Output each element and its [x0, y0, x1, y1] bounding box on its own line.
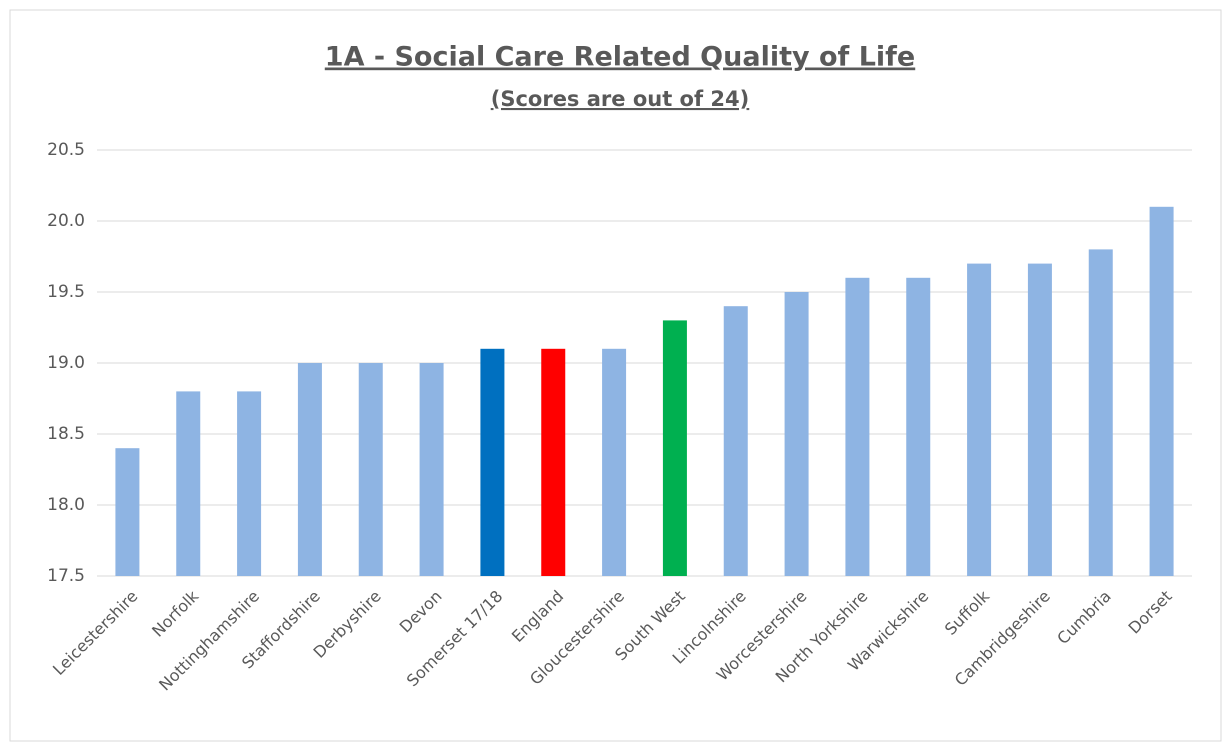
y-tick-label: 19.5: [47, 282, 85, 302]
bar: [784, 292, 809, 576]
bar: [480, 348, 505, 576]
bar: [1149, 206, 1174, 577]
bar: [906, 277, 931, 576]
bar: [662, 320, 687, 576]
chart-title: 1A - Social Care Related Quality of Life: [325, 42, 915, 73]
bar: [358, 363, 383, 576]
bar: [237, 391, 262, 576]
bar: [541, 348, 566, 576]
bar: [176, 391, 201, 576]
chart-subtitle: (Scores are out of 24): [491, 87, 750, 111]
bar: [723, 306, 748, 576]
bar: [297, 363, 322, 576]
y-tick-label: 19.0: [47, 353, 85, 373]
y-tick-label: 18.0: [47, 495, 85, 515]
bar: [115, 448, 140, 576]
bar: [1027, 263, 1052, 576]
y-tick-label: 20.0: [47, 211, 85, 231]
bar: [602, 348, 627, 576]
bar: [1088, 249, 1113, 576]
y-tick-label: 20.5: [47, 140, 85, 160]
y-tick-label: 17.5: [47, 566, 85, 586]
bar: [967, 263, 992, 576]
y-tick-label: 18.5: [47, 424, 85, 444]
bar: [419, 363, 444, 576]
bar: [845, 277, 870, 576]
